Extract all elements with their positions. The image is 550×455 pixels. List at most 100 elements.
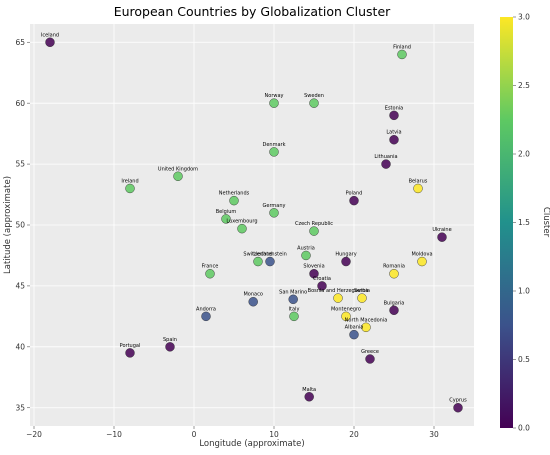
data-point xyxy=(365,354,375,364)
x-tick-label: −20 xyxy=(26,430,42,439)
y-tick-label: 55 xyxy=(15,160,25,169)
point-label: Andorra xyxy=(196,306,216,312)
data-point xyxy=(269,98,279,108)
data-point xyxy=(125,183,135,194)
point-label: Croatia xyxy=(313,276,331,282)
point-label: San Marino xyxy=(279,289,307,295)
data-point xyxy=(165,342,175,352)
x-tick-label: −10 xyxy=(106,430,122,439)
colorbar-tick-label: 0.5 xyxy=(518,355,530,364)
point-label: Romania xyxy=(383,264,405,270)
data-point xyxy=(381,159,391,169)
point-label: Monaco xyxy=(243,292,262,298)
data-point xyxy=(417,256,427,267)
colorbar-ticks: 0.0 0.5 1.0 1.5 2.0 2.5 3.0 xyxy=(513,13,530,433)
y-tick-label: 45 xyxy=(15,282,25,291)
data-point xyxy=(397,49,407,60)
y-axis-ticks: 35 40 45 50 55 60 65 xyxy=(15,38,30,412)
point-label: Denmark xyxy=(263,142,286,148)
y-tick-label: 50 xyxy=(15,221,25,230)
data-point xyxy=(237,223,247,234)
data-point xyxy=(265,256,275,267)
point-label: Norway xyxy=(265,93,284,99)
data-point xyxy=(269,147,279,157)
x-tick-label: 20 xyxy=(349,430,359,439)
data-point xyxy=(45,37,55,47)
point-label: North Macedonia xyxy=(345,317,388,323)
data-point xyxy=(205,269,215,279)
point-label: France xyxy=(202,264,219,270)
x-axis-ticks: −20 −10 0 10 20 30 xyxy=(26,426,439,439)
colorbar-tick-label: 1.0 xyxy=(518,287,530,296)
data-point xyxy=(349,329,359,340)
point-label: Austria xyxy=(297,245,315,251)
point-label: United Kingdom xyxy=(158,166,198,172)
point-label: Germany xyxy=(263,203,286,209)
colorbar-tick-label: 0.0 xyxy=(518,424,530,433)
data-point xyxy=(289,311,299,322)
x-tick-label: 30 xyxy=(429,430,439,439)
point-label: Latvia xyxy=(386,130,401,136)
point-label: Bulgaria xyxy=(384,300,405,306)
point-label: Liechtenstein xyxy=(253,252,287,258)
data-point xyxy=(413,183,423,194)
point-label: Switzerland xyxy=(243,252,272,258)
data-point xyxy=(389,305,399,315)
data-point xyxy=(437,232,447,242)
chart-title: European Countries by Globalization Clus… xyxy=(114,4,391,19)
y-tick-label: 40 xyxy=(15,342,25,351)
data-point xyxy=(201,311,211,322)
data-point xyxy=(269,208,279,218)
point-label: Netherlands xyxy=(219,191,250,197)
y-tick-label: 60 xyxy=(15,99,25,108)
data-point xyxy=(125,348,135,358)
data-point xyxy=(173,171,183,181)
data-point xyxy=(309,226,319,236)
colorbar xyxy=(500,17,513,428)
data-point xyxy=(253,256,263,267)
data-point xyxy=(229,195,239,206)
data-point xyxy=(389,135,399,145)
x-tick-label: 0 xyxy=(192,430,197,439)
data-point xyxy=(304,392,314,402)
data-point xyxy=(361,322,371,333)
point-label: Czech Republic xyxy=(295,221,333,227)
data-point xyxy=(357,293,367,303)
point-label: Lithuania xyxy=(374,154,397,160)
data-point xyxy=(317,281,327,291)
point-label: Finland xyxy=(393,44,411,50)
data-point xyxy=(341,311,351,322)
data-point xyxy=(389,269,399,279)
point-label: Moldova xyxy=(411,252,432,258)
data-point xyxy=(333,293,343,303)
point-label: Sweden xyxy=(304,93,324,99)
point-label: Montenegro xyxy=(331,306,361,312)
x-tick-label: 10 xyxy=(269,430,279,439)
data-point xyxy=(341,256,351,267)
data-point xyxy=(349,195,359,206)
point-label: Hungary xyxy=(335,252,356,258)
colorbar-tick-label: 3.0 xyxy=(518,13,530,22)
y-tick-label: 35 xyxy=(15,403,25,412)
data-points: Iceland Finland Norway Sweden Estonia Latvia D… xyxy=(41,32,467,413)
colorbar-tick-label: 2.5 xyxy=(518,81,530,90)
point-label: Bosnia and Herzegovina xyxy=(308,288,369,294)
point-label: Luxembourg xyxy=(226,219,257,225)
point-label: Portugal xyxy=(120,343,141,349)
point-label: Italy xyxy=(289,306,300,312)
point-label: Estonia xyxy=(385,105,403,111)
data-point xyxy=(453,403,463,413)
point-label: Belarus xyxy=(409,178,428,184)
point-label: Spain xyxy=(163,337,177,343)
point-label: Slovenia xyxy=(303,264,324,270)
colorbar-label: Cluster xyxy=(541,207,550,238)
point-label: Cyprus xyxy=(449,398,467,404)
y-tick-label: 65 xyxy=(15,38,25,47)
data-point xyxy=(288,294,298,305)
data-point xyxy=(389,110,399,121)
point-label: Serbia xyxy=(354,288,370,294)
y-axis-label: Latitude (approximate) xyxy=(3,176,13,274)
point-label: Poland xyxy=(346,191,363,197)
grid-lines xyxy=(30,24,474,426)
